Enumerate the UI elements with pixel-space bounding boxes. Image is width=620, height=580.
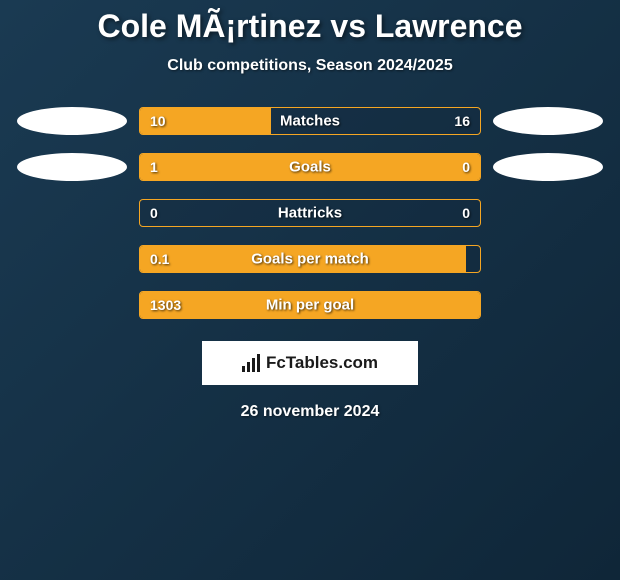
stat-bar: Goals 1 0 — [139, 153, 481, 181]
date-text: 26 november 2024 — [0, 403, 620, 421]
stat-value-left: 1303 — [150, 297, 181, 313]
stat-bar: Goals per match 0.1 — [139, 245, 481, 273]
stat-row: Min per goal 1303 — [0, 291, 620, 319]
left-ellipse — [17, 107, 127, 135]
stat-bar: Matches 10 16 — [139, 107, 481, 135]
stats-container: Matches1016Goals10Hattricks00Goals per m… — [0, 107, 620, 319]
subtitle: Club competitions, Season 2024/2025 — [0, 57, 620, 75]
stat-row: Hattricks 0 0 — [0, 199, 620, 227]
stat-row: Goals 1 0 — [0, 153, 620, 181]
stat-bar: Min per goal 1303 — [139, 291, 481, 319]
stat-label: Matches — [280, 113, 340, 130]
chart-icon — [242, 354, 260, 372]
stat-row: Goals per match 0.1 — [0, 245, 620, 273]
stat-bar: Hattricks 0 0 — [139, 199, 481, 227]
stat-value-left: 10 — [150, 113, 166, 129]
logo-box[interactable]: FcTables.com — [202, 341, 418, 385]
stat-label: Min per goal — [266, 297, 354, 314]
stat-value-left: 0.1 — [150, 251, 169, 267]
left-ellipse — [17, 153, 127, 181]
right-ellipse — [493, 153, 603, 181]
page-title: Cole MÃ¡rtinez vs Lawrence — [0, 8, 620, 45]
stat-value-right: 16 — [454, 113, 470, 129]
right-ellipse — [493, 107, 603, 135]
stat-row: Matches 10 16 — [0, 107, 620, 135]
stat-value-left: 1 — [150, 159, 158, 175]
stat-value-right: 0 — [462, 205, 470, 221]
bar-fill-left — [140, 154, 402, 180]
stat-label: Hattricks — [278, 205, 342, 222]
stat-label: Goals — [289, 159, 331, 176]
logo-text: FcTables.com — [266, 353, 378, 373]
stat-value-right: 0 — [462, 159, 470, 175]
stat-label: Goals per match — [251, 251, 369, 268]
stat-value-left: 0 — [150, 205, 158, 221]
